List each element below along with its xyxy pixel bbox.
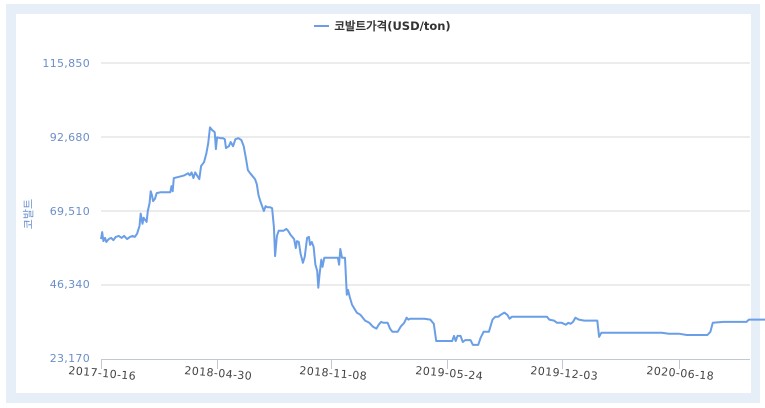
- legend-line-swatch-icon: [314, 24, 330, 27]
- legend[interactable]: 코발트가격(USD/ton): [0, 18, 765, 34]
- chart-panel: [16, 14, 751, 393]
- y-tick-label: 115,850: [42, 57, 90, 70]
- legend-label: 코발트가격(USD/ton): [334, 19, 451, 33]
- y-tick-label: 23,170: [49, 352, 90, 365]
- y-tick-label: 92,680: [49, 131, 90, 144]
- y-tick-label: 69,510: [49, 205, 90, 218]
- y-tick-label: 46,340: [49, 278, 90, 291]
- price-line[interactable]: [100, 126, 765, 346]
